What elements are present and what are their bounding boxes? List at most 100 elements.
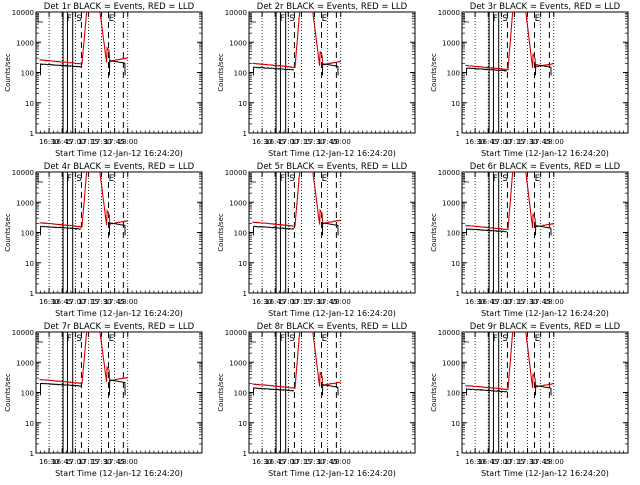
x-tick-label: 16:45: [265, 298, 285, 306]
marker-label-f: F: [493, 14, 498, 24]
x-tick-label: 17:30: [91, 298, 111, 306]
marker-label-s: S: [502, 14, 508, 24]
chart-panel: Det 3r BLACK = Events, RED = LLD Counts/s…: [430, 2, 629, 158]
chart-title: Det 5r BLACK = Events, RED = LLD: [257, 162, 408, 172]
x-axis-label: Start Time (12-Jan-12 16:24:20): [268, 309, 396, 318]
corner-bracket: [463, 14, 469, 23]
events-series: [252, 225, 295, 236]
lld-series: [252, 332, 341, 390]
marker-label-s: S: [76, 334, 82, 344]
x-tick-label: 18:00: [118, 458, 138, 466]
y-tick-label: 100: [447, 230, 460, 238]
events-series: [108, 60, 126, 76]
marker-label-s: S: [289, 174, 295, 184]
y-tick-label: 10000: [438, 9, 460, 17]
x-tick-label: 17:15: [291, 138, 311, 146]
y-tick-label: 1: [30, 450, 34, 458]
x-tick-label: 17:00: [491, 458, 511, 466]
marker-label-f: F: [280, 14, 285, 24]
y-tick-label: 1: [456, 130, 460, 138]
plot-frame: [248, 331, 416, 454]
y-tick-label: 10000: [12, 169, 34, 177]
x-tick-label: 17:00: [278, 138, 298, 146]
x-tick-label: 17:45: [105, 458, 125, 466]
marker-label-e: E: [535, 334, 541, 344]
marker-label-f: F: [67, 14, 72, 24]
y-tick-label: 10: [451, 420, 460, 428]
plot-frame: [248, 11, 416, 134]
marker-label-s: S: [289, 14, 295, 24]
chart-title: Det 3r BLACK = Events, RED = LLD: [470, 2, 621, 12]
x-axis-label: Start Time (12-Jan-12 16:24:20): [55, 309, 183, 318]
x-tick-label: 17:15: [291, 458, 311, 466]
y-tick-label: 1: [30, 130, 34, 138]
events-series: [108, 222, 126, 236]
x-tick-label: 17:45: [105, 138, 125, 146]
y-tick-label: 100: [234, 70, 247, 78]
events-series: [465, 67, 508, 76]
y-tick-label: 1: [243, 130, 247, 138]
x-tick-label: 17:30: [517, 458, 537, 466]
events-series: [465, 227, 508, 236]
marker-label-e: E: [109, 334, 115, 344]
x-tick-label: 17:30: [91, 458, 111, 466]
y-axis-label: Counts/sec: [4, 53, 12, 92]
chart-panel: Det 2r BLACK = Events, RED = LLD Counts/s…: [217, 2, 416, 158]
x-tick-label: 17:00: [491, 298, 511, 306]
marker-label-f: F: [280, 174, 285, 184]
y-axis-label: Counts/sec: [217, 53, 225, 92]
x-tick-label: 17:45: [531, 298, 551, 306]
y-tick-label: 10000: [225, 9, 247, 17]
y-tick-label: 1: [456, 450, 460, 458]
y-tick-label: 1000: [229, 199, 247, 207]
x-tick-label: 17:30: [91, 138, 111, 146]
x-tick-label: 17:00: [65, 298, 85, 306]
x-axis-label: Start Time (12-Jan-12 16:24:20): [268, 149, 396, 158]
x-tick-label: 18:00: [544, 458, 564, 466]
x-tick-label: 17:45: [318, 138, 338, 146]
lld-series: [39, 332, 128, 385]
x-tick-label: 16:30: [252, 298, 272, 306]
events-series: [252, 387, 294, 396]
plot-frame: [248, 171, 416, 294]
x-tick-label: 16:30: [39, 298, 59, 306]
x-tick-label: 16:45: [265, 138, 285, 146]
chart-title: Det 9r BLACK = Events, RED = LLD: [470, 322, 621, 332]
y-tick-label: 10: [25, 260, 34, 268]
x-tick-label: 18:00: [331, 138, 351, 146]
lld-series: [465, 12, 554, 71]
marker-label-e: E: [535, 14, 541, 24]
x-tick-label: 17:45: [318, 298, 338, 306]
marker-label-e: E: [322, 174, 328, 184]
y-tick-label: 1000: [442, 199, 460, 207]
x-tick-label: 17:00: [278, 458, 298, 466]
plot-frame: [35, 331, 203, 454]
chart-title: Det 7r BLACK = Events, RED = LLD: [44, 322, 195, 332]
x-tick-label: 16:30: [465, 458, 485, 466]
x-tick-label: 17:45: [531, 458, 551, 466]
x-axis-label: Start Time (12-Jan-12 16:24:20): [481, 309, 609, 318]
x-tick-label: 18:00: [331, 298, 351, 306]
y-tick-label: 1: [243, 450, 247, 458]
x-tick-label: 18:00: [118, 138, 138, 146]
y-axis-label: Counts/sec: [430, 53, 438, 92]
chart-panel: Det 1r BLACK = Events, RED = LLD Counts/s…: [4, 2, 203, 158]
chart-title: Det 4r BLACK = Events, RED = LLD: [44, 162, 195, 172]
y-tick-label: 10: [25, 100, 34, 108]
chart-title: Det 6r BLACK = Events, RED = LLD: [470, 162, 621, 172]
y-tick-label: 100: [234, 390, 247, 398]
y-axis-label: Counts/sec: [217, 373, 225, 412]
plot-frame: [461, 171, 629, 294]
y-tick-label: 10: [238, 260, 247, 268]
plot-frame: [35, 171, 203, 294]
y-axis-label: Counts/sec: [4, 373, 12, 412]
marker-label-f: F: [67, 334, 72, 344]
x-tick-label: 17:45: [318, 458, 338, 466]
chart-panel: Det 4r BLACK = Events, RED = LLD Counts/s…: [4, 162, 203, 318]
y-tick-label: 1: [456, 290, 460, 298]
x-tick-label: 17:30: [304, 458, 324, 466]
x-axis-label: Start Time (12-Jan-12 16:24:20): [55, 469, 183, 478]
marker-label-s: S: [76, 14, 82, 24]
marker-label-s: S: [502, 174, 508, 184]
